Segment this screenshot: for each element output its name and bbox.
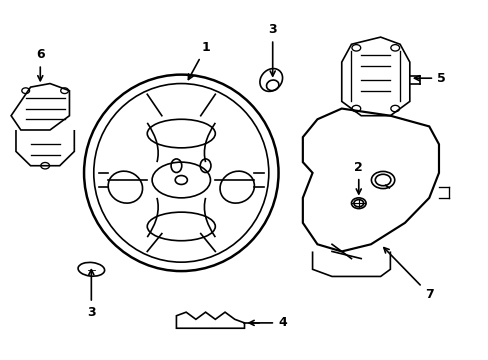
Text: 3: 3 — [268, 23, 276, 76]
Text: 7: 7 — [383, 248, 433, 301]
Text: 1: 1 — [188, 41, 209, 80]
Text: 6: 6 — [36, 49, 44, 81]
Text: 5: 5 — [414, 72, 445, 85]
Text: 3: 3 — [87, 270, 96, 319]
Text: 2: 2 — [354, 161, 363, 194]
Text: 4: 4 — [248, 316, 286, 329]
